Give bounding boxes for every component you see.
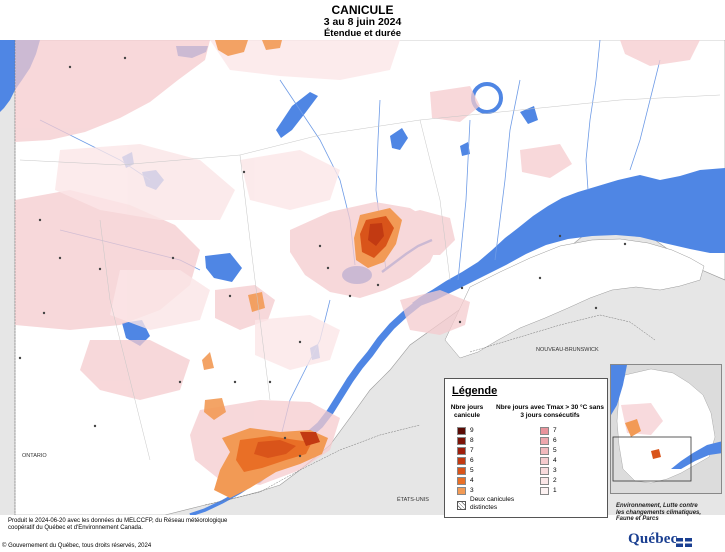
heat-zone-southwest	[214, 428, 328, 498]
legend-col1-header: Nbre jours canicule	[450, 404, 484, 419]
heat-zone-lac-saint-jean	[354, 208, 402, 268]
inset-locator-map	[610, 364, 722, 494]
legend-label-heatwave-9: 9	[470, 427, 474, 434]
quebec-logo-text: Québec	[628, 531, 678, 547]
region-label-usa: ÉTATS-UNIS	[397, 497, 429, 503]
legend-label-tmax-1: 1	[553, 487, 557, 494]
map-dates: 3 au 8 juin 2024	[323, 16, 402, 28]
legend-label-heatwave-8: 8	[470, 437, 474, 444]
lake-mid-3	[390, 128, 408, 150]
admin-boundaries	[14, 40, 656, 515]
legend-swatch-heatwave-9	[457, 427, 466, 435]
legend-swatch-heatwave-6	[457, 457, 466, 465]
legend-label-tmax-5: 5	[553, 447, 557, 454]
fleur-de-lis-flag-icon	[676, 538, 692, 547]
legend-hatch-swatch	[457, 501, 466, 510]
heat-zones-pale	[55, 40, 400, 370]
lake-mistassini	[276, 92, 318, 138]
legend-swatch-tmax-4	[540, 457, 549, 465]
gaspe-peninsula	[444, 238, 705, 359]
legend-label-heatwave-4: 4	[470, 477, 474, 484]
heat-zones-orange	[202, 40, 282, 420]
legend-label-heatwave-3: 3	[470, 487, 474, 494]
legend-swatch-tmax-2	[540, 477, 549, 485]
legend-label-tmax-6: 6	[553, 437, 557, 444]
legend-two-heatwaves-label: Deux canicules distinctes	[470, 496, 515, 511]
legend-label-heatwave-6: 6	[470, 457, 474, 464]
legend-swatch-heatwave-3	[457, 487, 466, 495]
map-canvas	[0, 40, 725, 515]
legend-label-tmax-4: 4	[553, 457, 557, 464]
region-label-ontario: ONTARIO	[22, 453, 47, 459]
legend-col2-header: Nbre jours avec Tmax > 30 °C sans 3 jour…	[496, 404, 604, 419]
region-label-new-brunswick: NOUVEAU-BRUNSWICK	[536, 347, 599, 353]
map-title: CANICULE	[331, 3, 394, 17]
map-area[interactable]: ONTARIO NOUVEAU-BRUNSWICK ÉTATS-UNIS	[0, 40, 725, 515]
legend-swatch-heatwave-8	[457, 437, 466, 445]
lake-mid-1	[205, 253, 242, 282]
legend-label-tmax-3: 3	[553, 467, 557, 474]
legend-swatch-tmax-1	[540, 487, 549, 495]
inset-canvas	[611, 365, 721, 493]
legend-swatch-tmax-5	[540, 447, 549, 455]
region-lines	[19, 94, 721, 461]
legend-label-tmax-7: 7	[553, 427, 557, 434]
copyright-notice: © Gouvernement du Québec, tous droits ré…	[2, 543, 152, 549]
heat-zones-pink	[15, 40, 700, 485]
legend-label-heatwave-7: 7	[470, 447, 474, 454]
map-subtitle: Étendue et durée	[323, 28, 402, 39]
ministry-name: Environnement, Lutte contre les changeme…	[616, 503, 702, 522]
town-markers	[18, 56, 627, 458]
legend-swatch-tmax-6	[540, 437, 549, 445]
legend-swatch-tmax-7	[540, 427, 549, 435]
legend-panel: Légende Nbre jours canicule Nbre jours a…	[444, 378, 608, 518]
legend-swatch-tmax-3	[540, 467, 549, 475]
production-credit: Produit le 2024-06-20 avec les données d…	[8, 518, 228, 531]
legend-swatch-heatwave-5	[457, 467, 466, 475]
legend-title: Légende	[452, 385, 498, 397]
legend-label-tmax-2: 2	[553, 477, 557, 484]
st-lawrence-gulf	[412, 168, 725, 306]
map-header: CANICULE 3 au 8 juin 2024 Étendue et dur…	[0, 0, 725, 39]
legend-swatch-heatwave-7	[457, 447, 466, 455]
legend-label-heatwave-5: 5	[470, 467, 474, 474]
legend-swatch-heatwave-4	[457, 477, 466, 485]
lake-mid-4	[460, 142, 470, 156]
lake-north-1	[520, 106, 538, 124]
